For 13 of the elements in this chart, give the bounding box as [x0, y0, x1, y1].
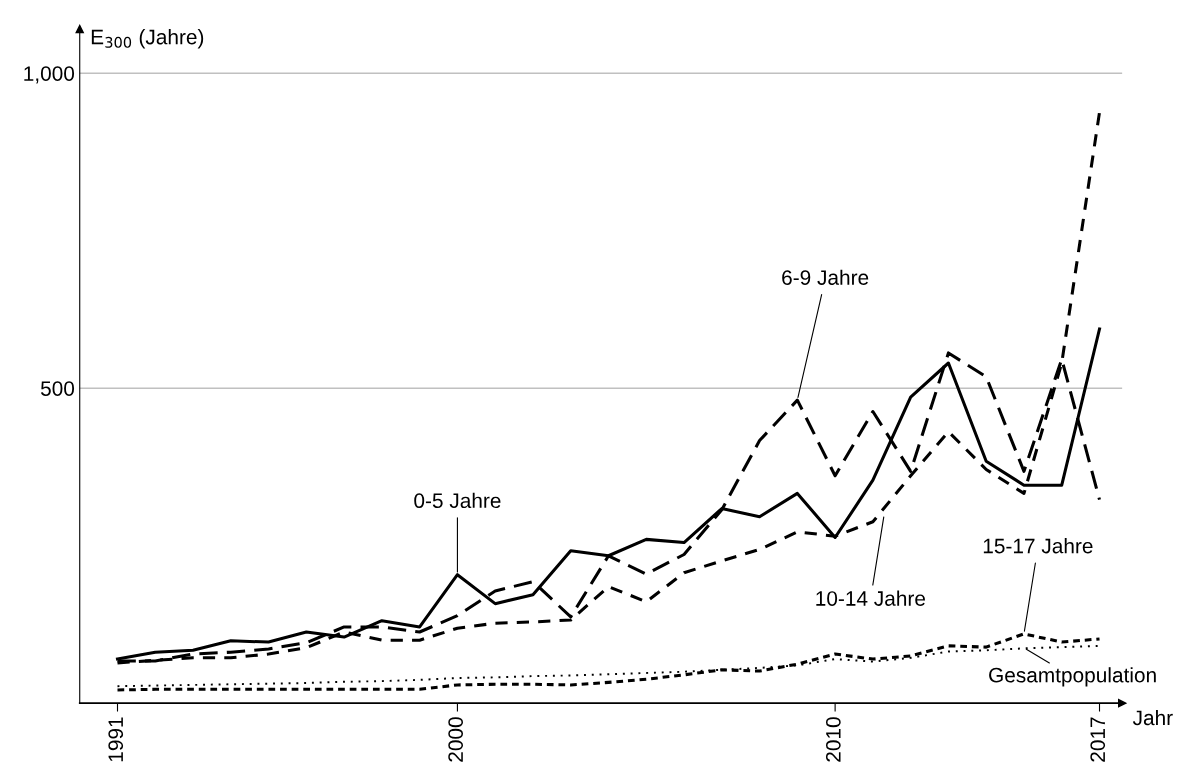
annotation: 10-14 Jahre: [816, 590, 926, 606]
y-tick-label: 1,000: [24, 66, 75, 84]
annotation: 15-17 Jahre: [983, 538, 1093, 554]
x-tick-label: 2010: [825, 717, 841, 762]
x-axis-title: Jahr: [1132, 709, 1173, 726]
x-tick-label: 2017: [1090, 717, 1106, 762]
annotation: 6-9 Jahre: [782, 269, 869, 285]
annotation: 0-5 Jahre: [414, 492, 501, 509]
y-axis-title: E$_{300}$ (Jahre): [91, 29, 204, 49]
x-tick-label: 1991: [108, 717, 124, 762]
x-tick-label: 2000: [448, 717, 464, 762]
y-tick-label: 500: [40, 381, 75, 396]
annotation: Gesamtpopulation: [989, 667, 1156, 687]
